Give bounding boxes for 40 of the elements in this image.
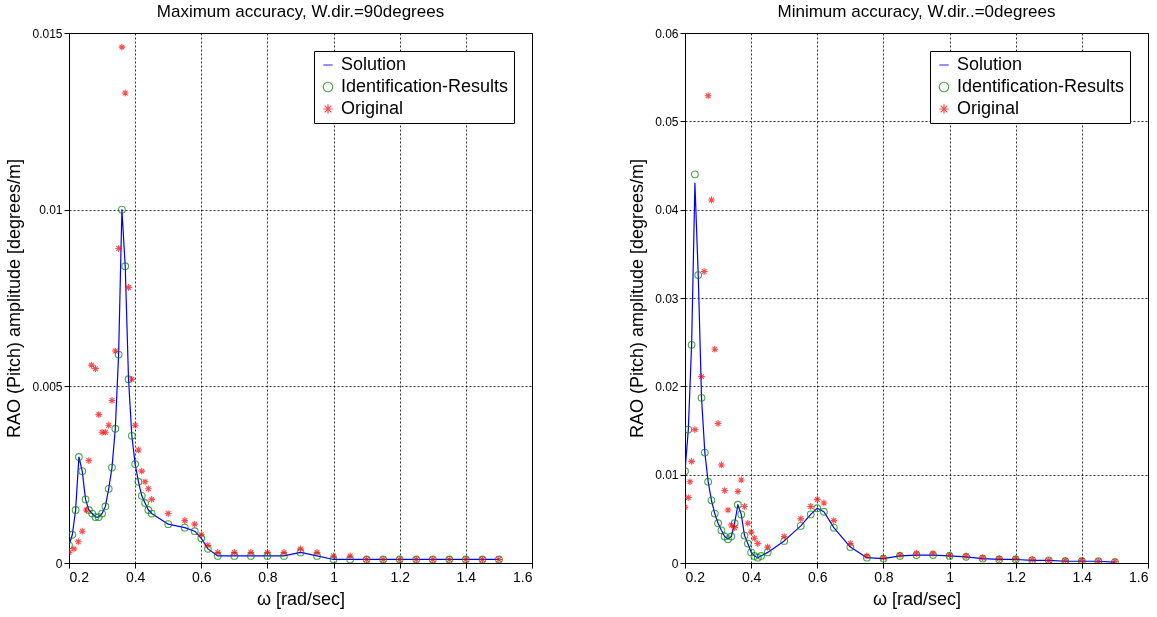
x-tick-label: 0.2 bbox=[69, 568, 90, 585]
y-tick-label: 0.03 bbox=[655, 291, 679, 306]
x-tick-label: 0.8 bbox=[874, 568, 894, 585]
x-tick-label: 1.2 bbox=[390, 568, 411, 585]
x-tick-label: 1.4 bbox=[1072, 568, 1093, 585]
x-tick-label: 0.2 bbox=[685, 568, 706, 585]
x-tick-label: 1.6 bbox=[513, 568, 533, 585]
x-tick-label: 1 bbox=[946, 568, 955, 585]
legend-label: Solution bbox=[957, 54, 1023, 74]
chart-title: Maximum accuracy, W.dir.=90degrees bbox=[156, 2, 445, 21]
y-tick-label: 0.02 bbox=[655, 379, 679, 394]
legend-label: Solution bbox=[341, 54, 407, 74]
y-tick-label: 0.01 bbox=[39, 203, 63, 218]
chart-title: Minimum accuracy, W.dir..=0degrees bbox=[777, 2, 1056, 21]
y-tick-label: 0.05 bbox=[655, 114, 679, 129]
x-tick-label: 1.4 bbox=[456, 568, 477, 585]
y-axis-title: RAO (Pitch) amplitude [degrees/m] bbox=[627, 158, 648, 439]
y-axis-title: RAO (Pitch) amplitude [degrees/m] bbox=[4, 158, 25, 439]
x-tick-label: 0.4 bbox=[125, 568, 146, 585]
x-tick-label: 0.4 bbox=[741, 568, 762, 585]
x-axis-title: ω [rad/sec] bbox=[256, 588, 346, 609]
x-tick-label: 1.2 bbox=[1006, 568, 1027, 585]
legend-label: Original bbox=[957, 98, 1020, 118]
y-tick-label: 0.06 bbox=[655, 26, 679, 41]
x-tick-label: 1.6 bbox=[1129, 568, 1149, 585]
y-tick-label: 0.01 bbox=[655, 468, 679, 483]
legend-label: Identification-Results bbox=[341, 76, 509, 96]
y-tick-label: 0.005 bbox=[32, 379, 63, 394]
legend-label: Original bbox=[341, 98, 404, 118]
y-tick-label: 0.015 bbox=[32, 26, 63, 41]
x-tick-label: 1 bbox=[330, 568, 339, 585]
x-tick-label: 0.6 bbox=[808, 568, 828, 585]
line-series bbox=[685, 182, 1116, 563]
x-tick-label: 0.8 bbox=[258, 568, 278, 585]
x-axis-title: ω [rad/sec] bbox=[872, 588, 962, 609]
x-tick-label: 0.6 bbox=[192, 568, 212, 585]
y-tick-label: 0.04 bbox=[655, 203, 679, 218]
y-tick-label: 0 bbox=[55, 556, 63, 571]
legend-label: Identification-Results bbox=[957, 76, 1125, 96]
y-tick-label: 0 bbox=[671, 556, 679, 571]
